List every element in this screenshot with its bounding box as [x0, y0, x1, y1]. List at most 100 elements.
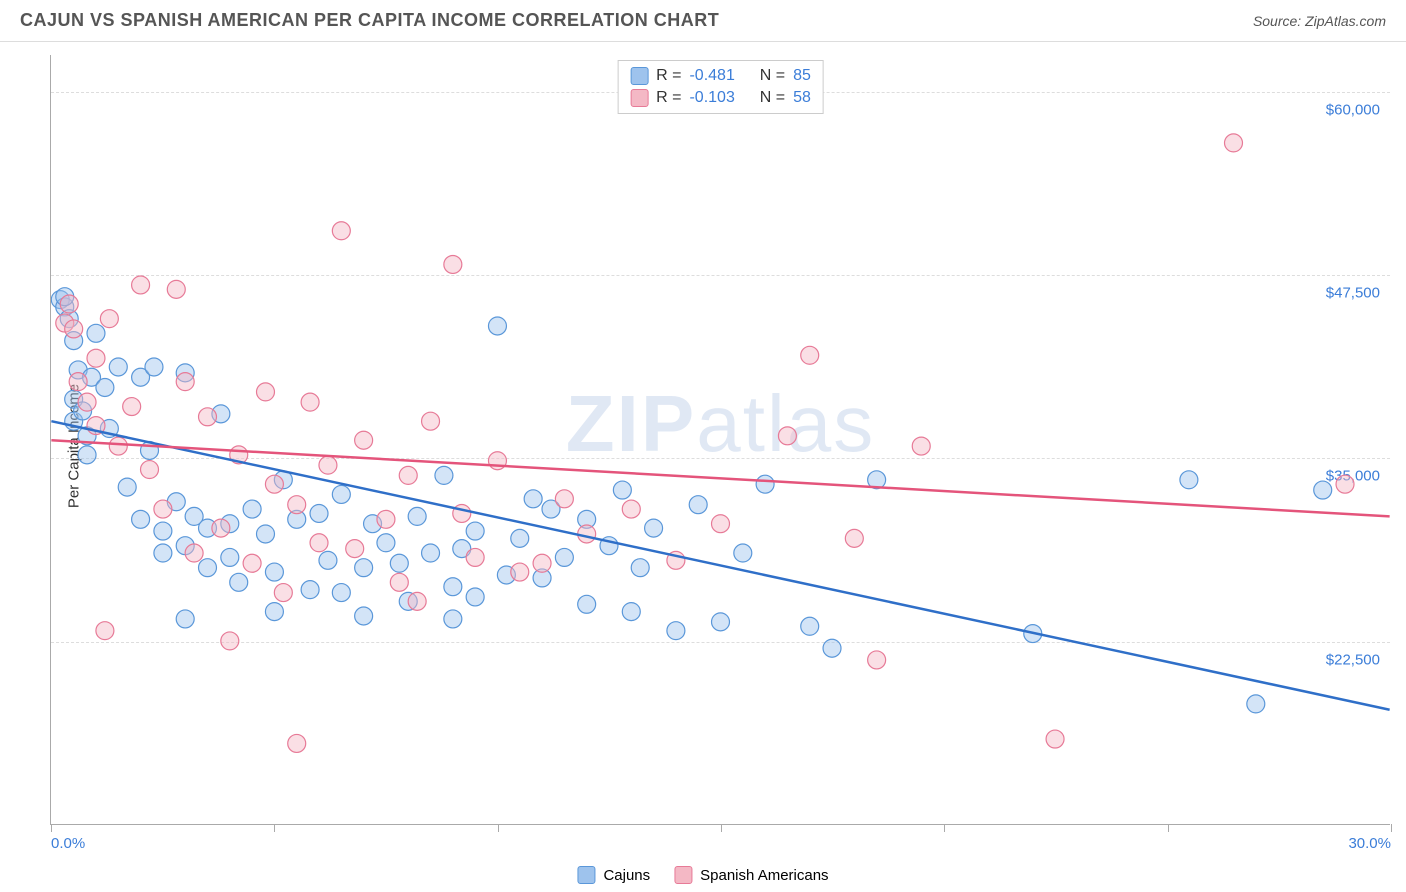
data-point — [132, 276, 150, 294]
swatch-spanish — [630, 89, 648, 107]
legend-label-spanish: Spanish Americans — [700, 867, 828, 884]
data-point — [408, 592, 426, 610]
data-point — [65, 320, 83, 338]
data-point — [332, 485, 350, 503]
data-point — [778, 427, 796, 445]
data-point — [199, 408, 217, 426]
data-point — [712, 613, 730, 631]
data-point — [78, 393, 96, 411]
data-point — [355, 559, 373, 577]
data-point — [87, 349, 105, 367]
data-point — [622, 603, 640, 621]
data-point — [444, 610, 462, 628]
data-point — [645, 519, 663, 537]
data-point — [823, 639, 841, 657]
data-point — [1046, 730, 1064, 748]
data-point — [199, 559, 217, 577]
scatter-svg — [51, 55, 1390, 824]
data-point — [132, 510, 150, 528]
data-point — [868, 651, 886, 669]
legend-item-spanish: Spanish Americans — [674, 866, 828, 884]
data-point — [488, 317, 506, 335]
data-point — [167, 280, 185, 298]
data-point — [230, 573, 248, 591]
data-point — [154, 500, 172, 518]
data-point — [422, 412, 440, 430]
n-value-cajuns: 85 — [793, 67, 811, 85]
data-point — [69, 373, 87, 391]
data-point — [444, 255, 462, 273]
data-point — [288, 496, 306, 514]
x-tick — [274, 824, 275, 832]
data-point — [109, 437, 127, 455]
data-point — [145, 358, 163, 376]
data-point — [265, 563, 283, 581]
legend-label-cajuns: Cajuns — [603, 867, 650, 884]
data-point — [622, 500, 640, 518]
data-point — [435, 466, 453, 484]
legend-swatch-cajuns — [577, 866, 595, 884]
data-point — [332, 222, 350, 240]
source-attribution: Source: ZipAtlas.com — [1253, 13, 1386, 29]
data-point — [78, 446, 96, 464]
stats-row-spanish: R = -0.103 N = 58 — [630, 87, 811, 109]
data-point — [176, 373, 194, 391]
correlation-stats-box: R = -0.481 N = 85 R = -0.103 N = 58 — [617, 60, 824, 114]
data-point — [466, 548, 484, 566]
data-point — [466, 588, 484, 606]
data-point — [100, 310, 118, 328]
data-point — [346, 540, 364, 558]
data-point — [377, 510, 395, 528]
data-point — [422, 544, 440, 562]
data-point — [154, 522, 172, 540]
x-tick — [1168, 824, 1169, 832]
data-point — [533, 554, 551, 572]
data-point — [265, 603, 283, 621]
data-point — [257, 525, 275, 543]
data-point — [390, 554, 408, 572]
data-point — [689, 496, 707, 514]
data-point — [734, 544, 752, 562]
data-point — [613, 481, 631, 499]
data-point — [87, 324, 105, 342]
swatch-cajuns — [630, 67, 648, 85]
data-point — [511, 529, 529, 547]
data-point — [444, 578, 462, 596]
r-value-cajuns: -0.481 — [689, 67, 734, 85]
x-tick-label: 30.0% — [1348, 835, 1391, 852]
data-point — [390, 573, 408, 591]
data-point — [257, 383, 275, 401]
data-point — [332, 584, 350, 602]
data-point — [212, 519, 230, 537]
data-point — [288, 734, 306, 752]
r-value-spanish: -0.103 — [689, 89, 734, 107]
data-point — [310, 504, 328, 522]
data-point — [60, 295, 78, 313]
data-point — [631, 559, 649, 577]
x-tick — [498, 824, 499, 832]
data-point — [801, 617, 819, 635]
data-point — [1314, 481, 1332, 499]
chart-plot-area: ZIPatlas R = -0.481 N = 85 R = -0.103 N … — [50, 55, 1390, 825]
data-point — [845, 529, 863, 547]
data-point — [274, 584, 292, 602]
data-point — [221, 632, 239, 650]
legend-swatch-spanish — [674, 866, 692, 884]
data-point — [555, 548, 573, 566]
x-tick — [721, 824, 722, 832]
data-point — [466, 522, 484, 540]
data-point — [96, 379, 114, 397]
x-tick — [51, 824, 52, 832]
x-tick — [1391, 824, 1392, 832]
data-point — [185, 544, 203, 562]
data-point — [243, 500, 261, 518]
bottom-legend: Cajuns Spanish Americans — [577, 866, 828, 884]
n-label: N = — [760, 89, 785, 107]
data-point — [1180, 471, 1198, 489]
data-point — [712, 515, 730, 533]
data-point — [265, 475, 283, 493]
x-tick-label: 0.0% — [51, 835, 85, 852]
data-point — [243, 554, 261, 572]
data-point — [578, 595, 596, 613]
data-point — [96, 622, 114, 640]
